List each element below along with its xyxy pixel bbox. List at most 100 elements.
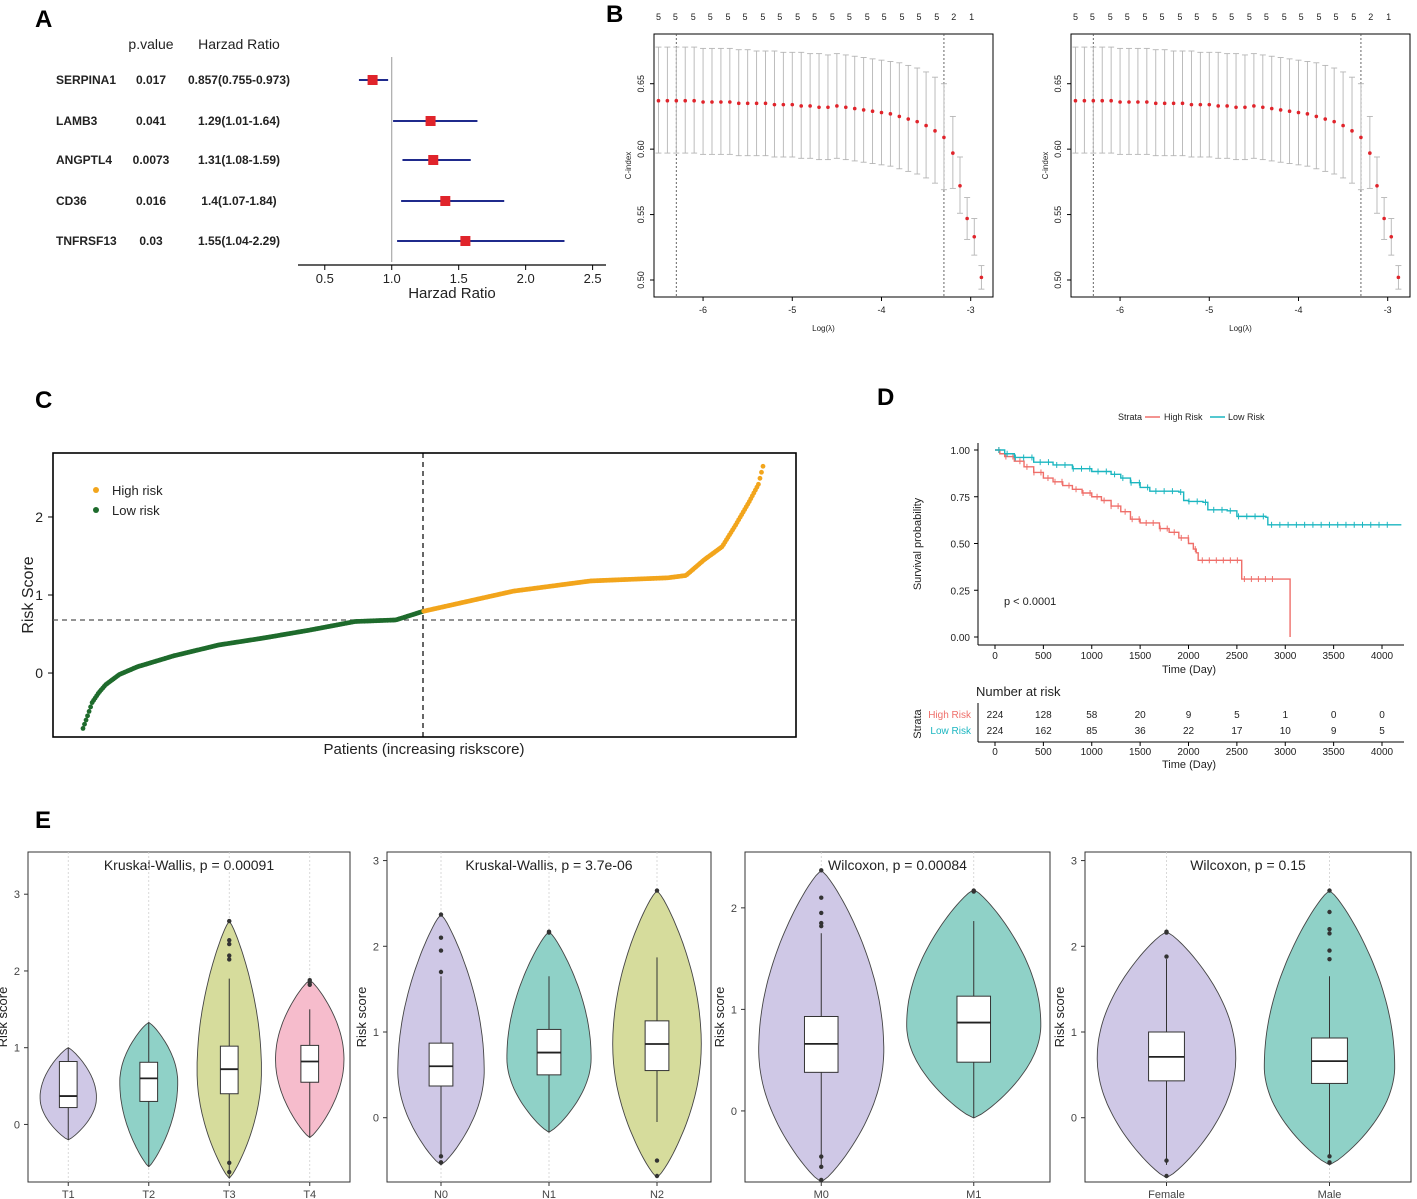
forest-x-tick-label: 0.5 — [316, 271, 334, 286]
violin-y-tick-label: 1 — [14, 1043, 20, 1055]
risk-table-x-tick-label: 3500 — [1323, 747, 1346, 758]
violin-outlier — [1327, 888, 1332, 893]
violin-y-tick-label: 1 — [1071, 1027, 1077, 1039]
cindex-top-label: 5 — [1143, 12, 1148, 22]
risk-table-value: 0 — [1331, 710, 1337, 721]
violin-y-tick-label: 0 — [373, 1113, 379, 1125]
violin-outlier — [1327, 926, 1332, 932]
violin-box — [428, 1042, 454, 1087]
violin-outlier — [1164, 1158, 1169, 1163]
km-x-label: Time (Day) — [1162, 664, 1216, 676]
forest-plot: p.value Harzad Ratio SERPINA1 0.017 0.857(0.… — [56, 36, 606, 302]
cindex-point — [1261, 105, 1265, 110]
cindex-top-label: 5 — [1282, 12, 1287, 22]
km-x-tick-label: 3500 — [1323, 651, 1346, 662]
risk-table-value: 22 — [1183, 726, 1195, 737]
risk-table-value: 58 — [1086, 710, 1098, 721]
cindex-y-tick-label: 0.60 — [1053, 140, 1063, 158]
risk-table-value: 17 — [1231, 726, 1243, 737]
forest-gene-label: ANGPTL4 — [56, 153, 112, 167]
forest-x-tick-label: 1.5 — [450, 271, 468, 286]
km-x-tick-label: 1500 — [1129, 651, 1152, 662]
cindex-y-label: C-index — [624, 152, 633, 180]
risk-table-x-label: Time (Day) — [1162, 759, 1216, 771]
violin-outlier — [1327, 1154, 1332, 1159]
cindex-point — [1252, 104, 1256, 108]
violin-panel-title: Wilcoxon, p = 0.15 — [1190, 857, 1306, 873]
violin-y-tick-label: 1 — [373, 1027, 379, 1039]
cindex-point — [728, 100, 732, 104]
risk-table-x-tick-label: 4000 — [1371, 747, 1394, 758]
cindex-point — [1118, 100, 1122, 104]
risk-point-high — [760, 463, 766, 469]
risk-table-value: 9 — [1186, 710, 1192, 721]
violin-outlier — [227, 1160, 232, 1166]
violin-outlier — [227, 941, 232, 947]
forest-pvalue: 0.0073 — [133, 153, 170, 167]
cindex-plot-right: 5 5 5 5 5 5 5 5 5 5 5 5 5 5 5 5 5 2 1 -6 -5 -4 -3 0.50 0.55 0.60 0… — [1041, 12, 1411, 333]
cindex-point — [897, 114, 902, 119]
cindex-point — [1278, 108, 1283, 112]
cindex-point — [1225, 104, 1229, 108]
cindex-point — [965, 216, 969, 221]
cindex-top-label: 5 — [1090, 12, 1095, 22]
cindex-x-label: Log(λ) — [1229, 324, 1252, 333]
cindex-x-label: Log(λ) — [812, 324, 835, 333]
violin-outlier — [819, 1154, 824, 1159]
cindex-point — [808, 104, 812, 108]
cindex-top-label: 5 — [865, 12, 870, 22]
risk-table-value: 36 — [1135, 726, 1147, 737]
cindex-point — [1243, 105, 1247, 110]
risk-point-high — [757, 475, 763, 481]
cindex-top-label: 5 — [1177, 12, 1182, 22]
cindex-x-tick-label: -6 — [699, 305, 707, 315]
risk-table-value: 0 — [1379, 710, 1385, 721]
cindex-point — [951, 151, 955, 155]
violin-box — [139, 1061, 159, 1102]
violin-outlier — [1327, 931, 1332, 936]
cindex-x-tick-label: -6 — [1116, 305, 1124, 315]
cindex-point — [924, 123, 928, 128]
cindex-top-label: 5 — [1333, 12, 1338, 22]
violin-outlier — [307, 982, 312, 987]
violin-outlier — [819, 910, 824, 916]
cindex-x-tick-label: -3 — [1384, 305, 1392, 315]
violin-x-tick-label: N0 — [434, 1189, 448, 1199]
panel-label-a: A — [35, 6, 52, 33]
violin-x-tick-label: T3 — [223, 1189, 236, 1199]
violin-y-tick-label: 0 — [1071, 1113, 1077, 1125]
cindex-point — [1323, 117, 1328, 121]
cindex-point — [1396, 275, 1401, 280]
violin-x-tick-label: Female — [1148, 1189, 1185, 1199]
cindex-point — [861, 108, 866, 112]
violin-y-label: Risk score — [1052, 987, 1067, 1048]
cindex-point — [1207, 102, 1212, 107]
cindex-top-label: 1 — [1386, 12, 1391, 22]
cindex-top-label: 2 — [1368, 12, 1373, 22]
km-y-tick-label: 0.75 — [951, 493, 971, 504]
risk-point-low — [86, 708, 92, 714]
violin-outlier — [654, 1173, 660, 1179]
violin-outlier — [227, 938, 232, 943]
violin-outlier — [227, 953, 232, 958]
cindex-point — [1234, 105, 1238, 110]
cindex-top-label: 1 — [969, 12, 974, 22]
cindex-x-tick-label: -5 — [788, 305, 796, 315]
risk-table-x-tick-label: 2000 — [1177, 747, 1200, 758]
risk-point-high — [759, 469, 764, 475]
cindex-top-label: 5 — [742, 12, 747, 22]
cindex-point — [1082, 98, 1087, 103]
km-legend-high-label: High Risk — [1164, 412, 1203, 422]
km-x-tick-label: 4000 — [1371, 651, 1394, 662]
km-y-label: Survival probability — [912, 497, 924, 590]
forest-pvalue: 0.017 — [136, 73, 166, 87]
cindex-point — [1350, 129, 1354, 133]
cindex-top-label: 5 — [691, 12, 696, 22]
forest-pvalue: 0.03 — [139, 234, 163, 248]
panel-label-d: D — [877, 384, 894, 411]
violin-outlier — [438, 948, 444, 953]
cindex-point — [1109, 98, 1113, 103]
forest-point — [428, 155, 439, 165]
risk-table-value: 1 — [1282, 710, 1288, 721]
